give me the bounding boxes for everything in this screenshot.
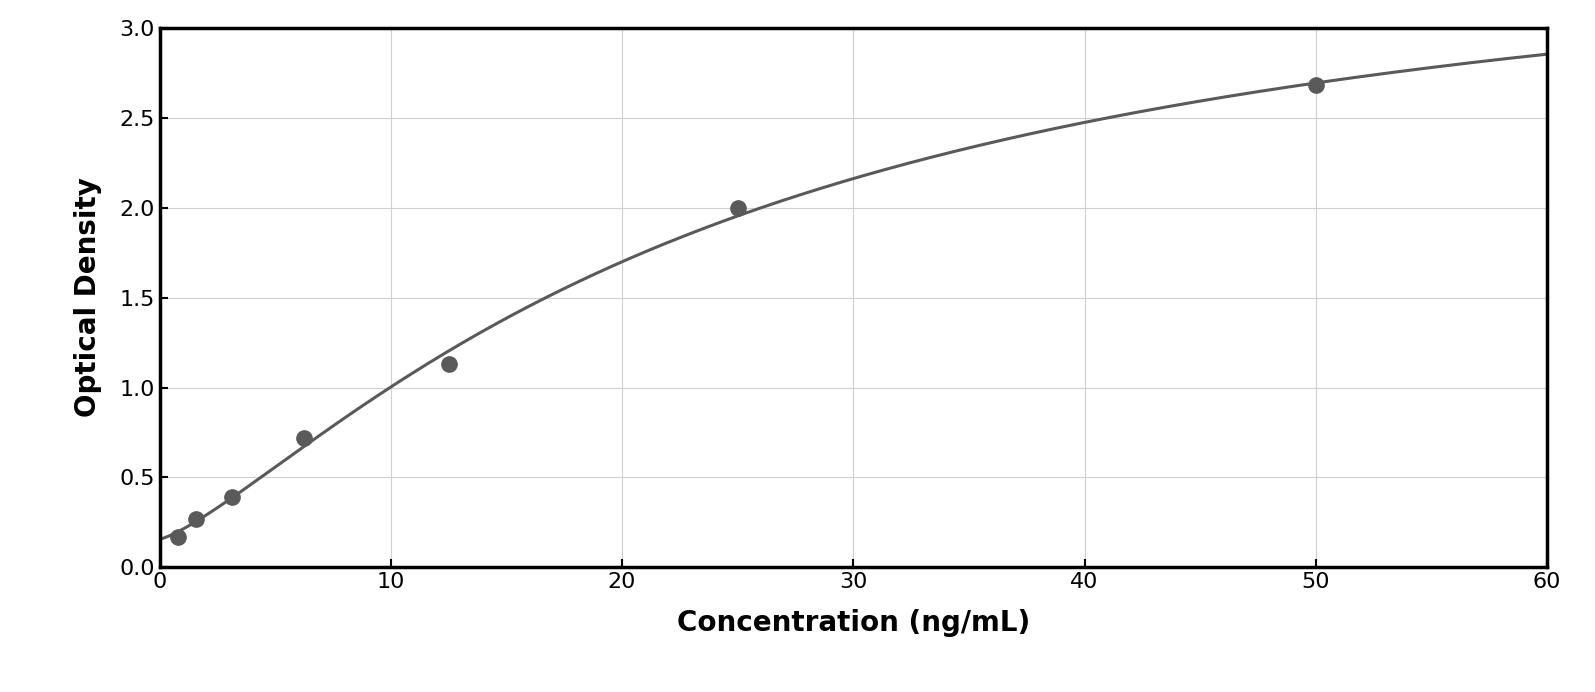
Point — [219, 492, 244, 503]
X-axis label: Concentration (ng/mL): Concentration (ng/mL) — [676, 609, 1030, 637]
Point — [1303, 80, 1329, 91]
Point — [724, 202, 751, 213]
Point — [183, 513, 209, 525]
Point — [164, 531, 190, 543]
Point — [435, 358, 461, 370]
Y-axis label: Optical Density: Optical Density — [75, 178, 102, 417]
Point — [292, 432, 317, 444]
